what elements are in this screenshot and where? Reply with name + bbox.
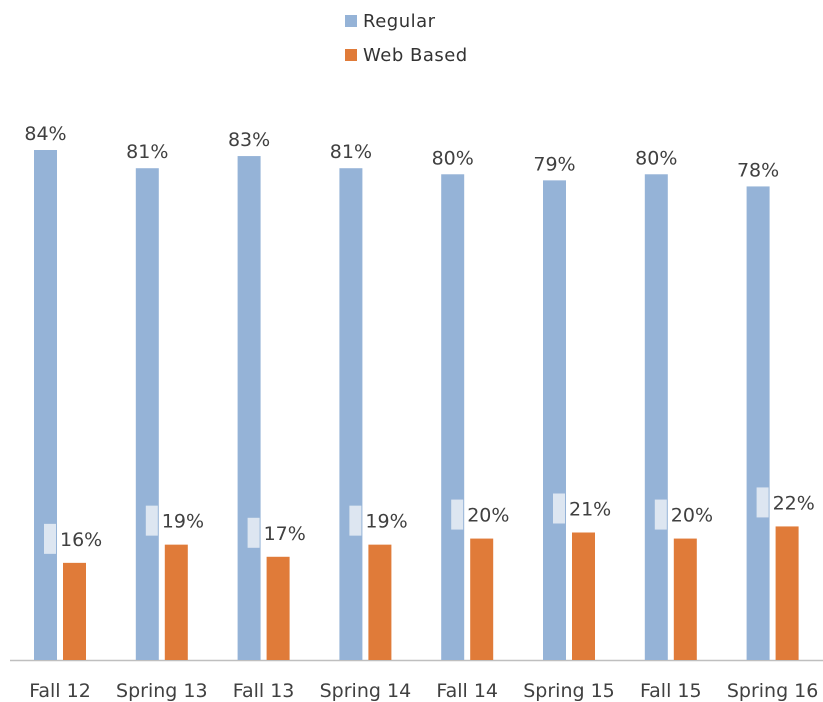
x-tick-label-6: Spring 15 (523, 680, 615, 702)
data-label-regular-3: 83% (228, 129, 270, 151)
bar-regular-8 (746, 186, 770, 660)
bar-web-based-8 (775, 526, 799, 660)
bar-regular-7 (644, 174, 668, 661)
bar-regular-2 (135, 168, 159, 660)
data-label-web-based-5: 20% (467, 505, 509, 527)
legend-label-web-based: Web Based (363, 44, 468, 66)
bar-regular-5 (441, 174, 465, 661)
data-label-regular-6: 79% (533, 153, 575, 175)
x-tick-label-2: Spring 13 (116, 680, 208, 702)
data-label-web-based-6: 21% (569, 499, 611, 521)
data-label-web-based-3: 17% (264, 523, 306, 545)
bar-web-based-4 (368, 544, 392, 660)
data-label-highlight (247, 517, 260, 548)
data-label-highlight (756, 487, 769, 518)
x-tick-label-4: Spring 14 (320, 680, 412, 702)
data-label-web-based-4: 19% (365, 511, 407, 533)
bar-regular-4 (339, 168, 363, 660)
data-label-highlight (44, 523, 56, 554)
legend-swatch-web-based (345, 49, 357, 61)
data-label-regular-5: 80% (432, 147, 474, 169)
legend-swatch-regular (345, 15, 357, 27)
bar-web-based-7 (673, 538, 697, 660)
bar-web-based-2 (164, 544, 188, 660)
legend-item-web-based: Web Based (345, 38, 468, 72)
data-label-highlight (349, 505, 362, 536)
legend-item-regular: Regular (345, 4, 468, 38)
data-label-regular-1: 84% (24, 123, 66, 145)
data-label-web-based-2: 19% (162, 511, 204, 533)
bar-web-based-6 (572, 532, 595, 660)
x-tick-label-8: Spring 16 (727, 680, 819, 702)
bar-regular-3 (237, 156, 261, 661)
data-label-regular-4: 81% (330, 141, 372, 163)
data-label-regular-8: 78% (737, 159, 779, 181)
data-label-highlight (451, 499, 464, 530)
bar-web-based-3 (266, 556, 290, 660)
x-tick-label-7: Fall 15 (640, 680, 702, 702)
data-label-web-based-8: 22% (773, 492, 815, 514)
legend: Regular Web Based (345, 4, 468, 72)
bar-web-based-1 (63, 562, 86, 660)
bar-regular-6 (543, 180, 566, 660)
data-label-regular-7: 80% (635, 147, 677, 169)
x-tick-label-5: Fall 14 (436, 680, 498, 702)
x-tick-label-3: Fall 13 (233, 680, 295, 702)
legend-label-regular: Regular (363, 10, 436, 32)
bar-regular-1 (34, 150, 57, 660)
bar-web-based-5 (470, 538, 494, 660)
x-tick-label-1: Fall 12 (29, 680, 91, 702)
data-label-highlight (654, 499, 667, 530)
data-label-highlight (553, 493, 565, 524)
data-label-web-based-7: 20% (671, 505, 713, 527)
data-label-highlight (145, 505, 158, 536)
data-label-regular-2: 81% (126, 141, 168, 163)
data-label-web-based-1: 16% (60, 529, 102, 551)
